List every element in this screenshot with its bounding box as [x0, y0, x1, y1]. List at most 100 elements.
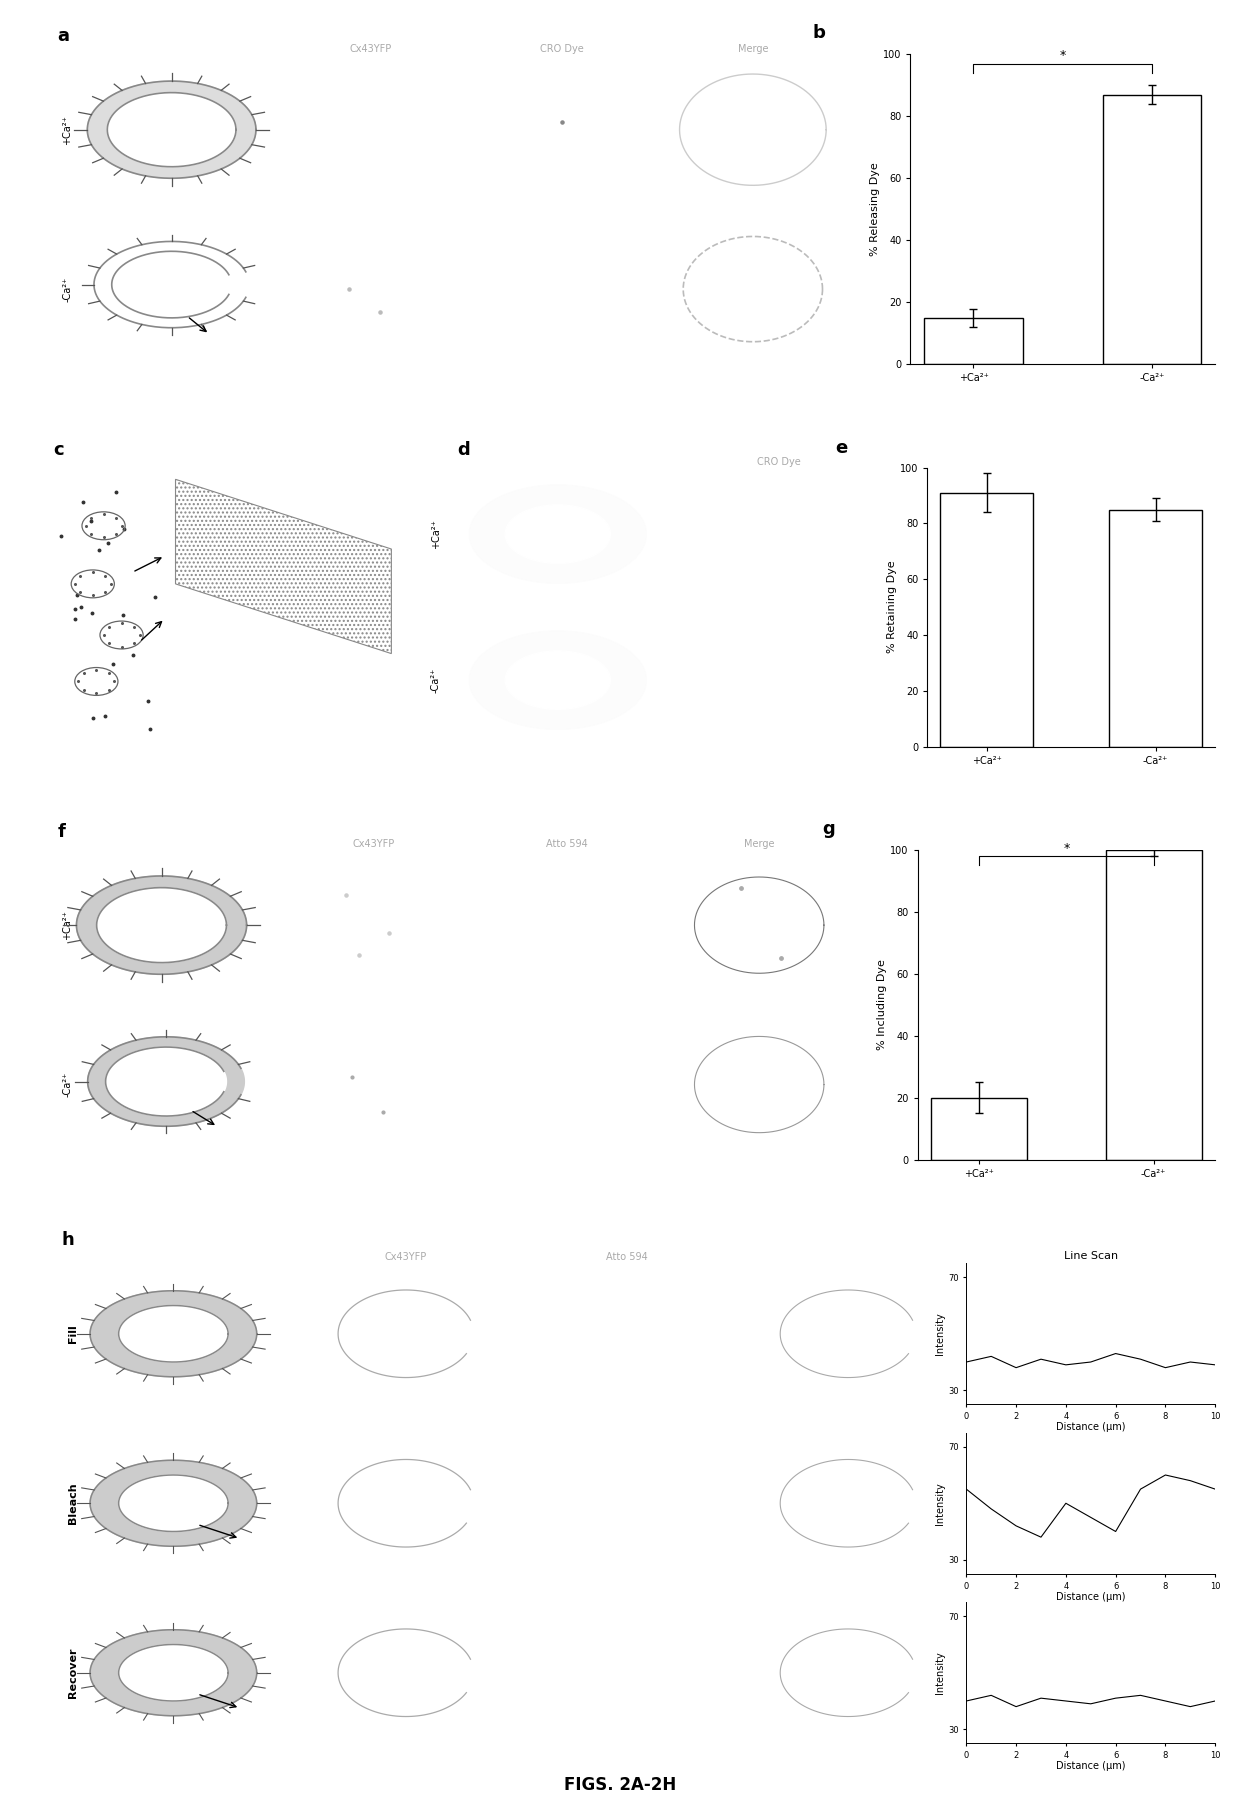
Polygon shape [475, 489, 640, 579]
Polygon shape [108, 93, 236, 167]
Polygon shape [91, 1291, 257, 1377]
Y-axis label: % Retaining Dye: % Retaining Dye [887, 561, 898, 654]
Polygon shape [498, 501, 618, 567]
Text: a: a [57, 27, 69, 45]
Polygon shape [502, 503, 614, 565]
Text: +Ca²⁺: +Ca²⁺ [62, 114, 72, 145]
Polygon shape [472, 634, 642, 726]
Polygon shape [500, 501, 616, 567]
Polygon shape [470, 485, 646, 583]
Polygon shape [88, 1037, 244, 1126]
Text: c: c [53, 441, 63, 459]
X-axis label: Distance (μm): Distance (μm) [1056, 1762, 1126, 1771]
Polygon shape [500, 648, 616, 712]
Point [373, 1097, 393, 1126]
Polygon shape [119, 1475, 228, 1531]
Polygon shape [485, 639, 631, 721]
Text: -Ca²⁺: -Ca²⁺ [62, 1071, 72, 1097]
Polygon shape [487, 494, 629, 574]
Point [379, 131, 399, 160]
Polygon shape [500, 648, 615, 712]
Polygon shape [472, 487, 642, 581]
Polygon shape [482, 492, 634, 576]
Polygon shape [503, 505, 611, 565]
Polygon shape [503, 503, 613, 565]
Title: Atto 594: Atto 594 [546, 839, 588, 850]
Polygon shape [494, 645, 622, 716]
Polygon shape [495, 645, 621, 716]
Polygon shape [485, 494, 631, 574]
Polygon shape [496, 499, 620, 568]
Polygon shape [505, 505, 610, 563]
Bar [1104, 94, 1202, 365]
X-axis label: Distance (μm): Distance (μm) [1056, 1422, 1126, 1433]
Text: -Ca²⁺: -Ca²⁺ [62, 276, 72, 301]
Polygon shape [477, 636, 639, 725]
Point [342, 1062, 362, 1091]
Title: Line Scan: Line Scan [1064, 1251, 1117, 1260]
Point [348, 941, 368, 970]
Polygon shape [477, 490, 639, 579]
Polygon shape [475, 634, 640, 726]
Point [552, 107, 572, 136]
Polygon shape [471, 632, 644, 728]
Polygon shape [491, 498, 625, 570]
Point [370, 298, 389, 327]
Text: -Ca²⁺: -Ca²⁺ [430, 668, 440, 694]
Polygon shape [490, 496, 626, 572]
Polygon shape [501, 503, 615, 567]
Polygon shape [496, 646, 620, 716]
Polygon shape [91, 1460, 257, 1545]
Title: Atto 594: Atto 594 [606, 1253, 647, 1262]
Title: Merge: Merge [738, 44, 768, 54]
Text: b: b [813, 24, 826, 42]
Polygon shape [505, 650, 611, 710]
Polygon shape [484, 492, 632, 576]
Bar [1106, 850, 1202, 1160]
Polygon shape [482, 639, 634, 723]
Polygon shape [479, 490, 637, 577]
Polygon shape [489, 643, 626, 719]
Polygon shape [487, 496, 627, 574]
Polygon shape [503, 650, 611, 710]
Polygon shape [491, 498, 625, 572]
Polygon shape [498, 501, 618, 567]
Polygon shape [474, 634, 642, 726]
Polygon shape [472, 632, 644, 728]
Polygon shape [498, 646, 618, 714]
Polygon shape [482, 637, 634, 723]
Y-axis label: % Including Dye: % Including Dye [878, 959, 888, 1050]
Y-axis label: % Releasing Dye: % Releasing Dye [870, 162, 880, 256]
Polygon shape [105, 1048, 227, 1117]
Polygon shape [495, 645, 621, 716]
Polygon shape [470, 632, 646, 730]
Polygon shape [476, 489, 639, 579]
Polygon shape [505, 650, 610, 710]
Polygon shape [480, 490, 636, 577]
Polygon shape [501, 503, 614, 565]
Polygon shape [486, 494, 630, 574]
Polygon shape [91, 1629, 257, 1716]
Text: Recover: Recover [68, 1647, 78, 1698]
Polygon shape [500, 501, 615, 567]
Point [336, 881, 356, 910]
Polygon shape [87, 82, 255, 178]
Polygon shape [495, 499, 621, 568]
Y-axis label: Intensity: Intensity [935, 1313, 945, 1355]
Text: *: * [1060, 49, 1066, 62]
Polygon shape [470, 632, 646, 728]
Bar [931, 1099, 1027, 1160]
Text: FIGS. 2A-2H: FIGS. 2A-2H [564, 1776, 676, 1794]
Polygon shape [505, 505, 611, 563]
Polygon shape [501, 648, 615, 712]
Polygon shape [481, 637, 635, 723]
Y-axis label: Intensity: Intensity [935, 1651, 945, 1694]
Point [334, 93, 353, 122]
Text: Bleach: Bleach [68, 1482, 78, 1524]
Title: Merge: Merge [833, 1253, 863, 1262]
Polygon shape [479, 490, 637, 577]
Polygon shape [498, 646, 618, 714]
Title: Cx43YFP: Cx43YFP [350, 44, 392, 54]
Polygon shape [489, 496, 627, 572]
Polygon shape [505, 650, 610, 710]
